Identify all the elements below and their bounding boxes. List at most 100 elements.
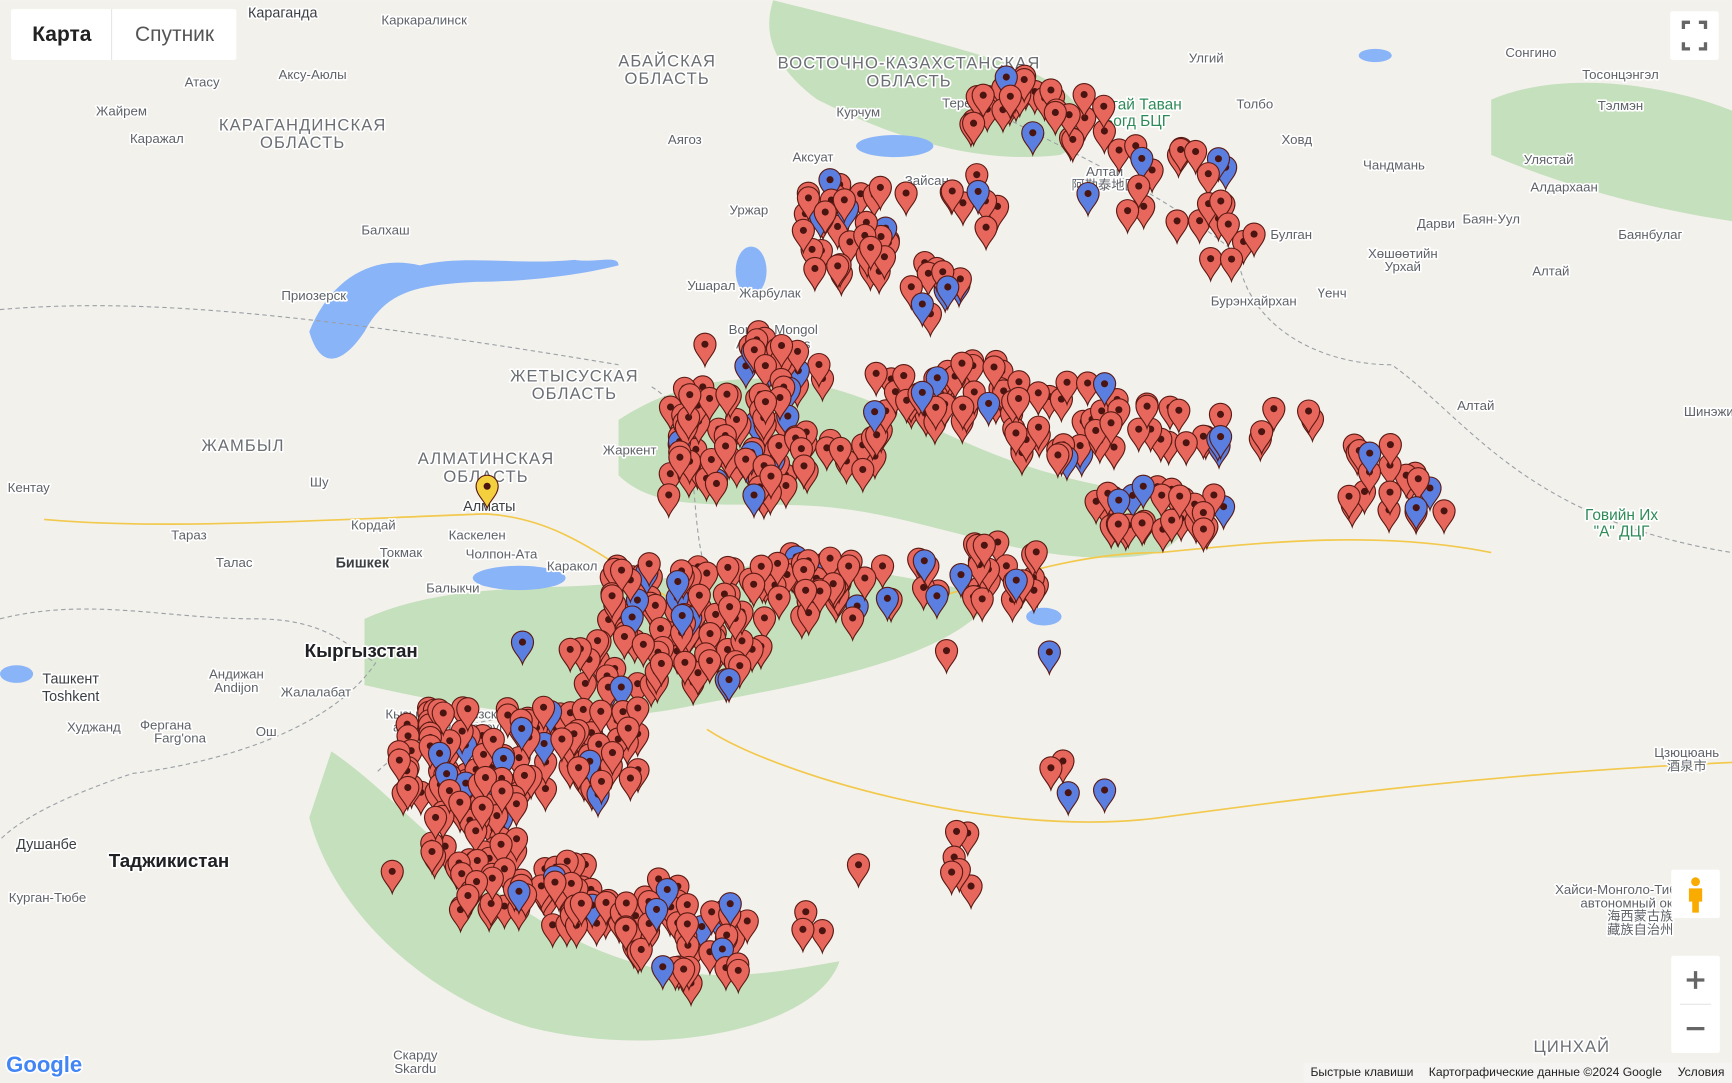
map-marker[interactable] [1135, 394, 1159, 431]
map-marker[interactable] [1043, 100, 1067, 137]
map-marker[interactable] [1055, 370, 1079, 407]
map-marker[interactable] [1037, 640, 1061, 677]
map-marker[interactable] [846, 853, 871, 889]
map-marker[interactable] [643, 593, 667, 630]
map-marker[interactable] [1046, 443, 1070, 479]
map-marker[interactable] [1262, 397, 1286, 433]
map-marker[interactable] [566, 756, 591, 792]
map-marker[interactable] [1184, 139, 1208, 176]
map-marker[interactable] [718, 892, 742, 928]
fullscreen-button[interactable] [1670, 11, 1719, 60]
pegman-button[interactable] [1671, 869, 1720, 919]
map-marker[interactable] [1404, 496, 1428, 532]
map-marker[interactable] [531, 695, 556, 732]
map-marker[interactable] [726, 958, 750, 995]
map-marker[interactable] [1099, 411, 1123, 447]
map-marker[interactable] [863, 400, 887, 436]
map-marker[interactable] [1165, 209, 1189, 246]
map-marker[interactable] [600, 741, 625, 777]
map-marker[interactable] [936, 275, 960, 312]
map-marker[interactable] [910, 292, 934, 329]
map-marker[interactable] [558, 637, 582, 674]
map-marker[interactable] [1092, 372, 1117, 408]
map-marker[interactable] [791, 917, 815, 954]
map-marker[interactable] [961, 111, 986, 148]
zoom-in[interactable] [1686, 971, 1705, 989]
map-marker[interactable] [1106, 512, 1130, 549]
map-marker[interactable] [1127, 417, 1151, 454]
map-marker[interactable] [1208, 425, 1233, 461]
map-marker[interactable] [853, 566, 877, 603]
map-marker[interactable] [949, 563, 973, 599]
map-marker[interactable] [803, 256, 827, 293]
map-marker[interactable] [1026, 381, 1050, 417]
map-marker[interactable] [470, 795, 494, 832]
map-marker[interactable] [672, 957, 696, 994]
map-marker[interactable] [1039, 756, 1063, 792]
map-marker[interactable] [631, 632, 655, 669]
map-marker[interactable] [841, 606, 865, 643]
map-marker[interactable] [550, 727, 574, 764]
map-marker[interactable] [959, 874, 983, 911]
map-marker[interactable] [966, 179, 990, 216]
map-marker[interactable] [589, 769, 614, 806]
map-marker[interactable] [673, 650, 697, 687]
map-marker[interactable] [892, 364, 916, 400]
map-marker[interactable] [666, 570, 690, 606]
map-marker[interactable] [971, 83, 995, 120]
map-marker[interactable] [704, 471, 729, 508]
map-marker[interactable] [448, 790, 472, 827]
map-marker[interactable] [668, 445, 692, 482]
map-marker[interactable] [998, 84, 1022, 121]
map-marker[interactable] [1075, 371, 1100, 408]
map-marker[interactable] [675, 893, 699, 929]
map-marker[interactable] [491, 746, 516, 783]
map-marker[interactable] [380, 859, 404, 896]
map-marker[interactable] [791, 218, 815, 255]
map-marker[interactable] [687, 583, 711, 620]
map-marker[interactable] [1127, 174, 1151, 211]
map-marker[interactable] [859, 235, 883, 272]
map-marker[interactable] [753, 390, 778, 426]
map-marker[interactable] [912, 549, 936, 585]
map-marker[interactable] [767, 585, 791, 622]
map-marker[interactable] [826, 254, 850, 291]
map-marker[interactable] [974, 215, 998, 252]
map-marker[interactable] [1115, 199, 1140, 235]
map-marker[interactable] [600, 584, 624, 620]
map-marker[interactable] [714, 434, 738, 471]
map-marker[interactable] [387, 748, 411, 785]
map-marker[interactable] [1216, 212, 1240, 249]
map-marker[interactable] [875, 586, 900, 623]
map-marker[interactable] [1432, 499, 1456, 535]
map-marker[interactable] [1004, 568, 1028, 605]
map-marker[interactable] [792, 454, 816, 491]
map-marker[interactable] [637, 552, 661, 588]
map-marker[interactable] [512, 763, 537, 800]
map-marker[interactable] [510, 716, 534, 753]
shortcuts-link[interactable]: Быстрые клавиши [1310, 1065, 1413, 1079]
map-marker[interactable] [490, 779, 514, 816]
map-marker[interactable] [934, 639, 959, 675]
map-marker[interactable] [894, 181, 918, 218]
map-marker[interactable] [475, 474, 499, 511]
terms-link[interactable]: Условия [1678, 1065, 1725, 1079]
map-marker[interactable] [1006, 386, 1031, 423]
satellite-button[interactable]: Спутник [135, 23, 215, 46]
map-marker[interactable] [818, 168, 842, 204]
map-marker[interactable] [864, 361, 888, 398]
map-marker[interactable] [924, 395, 948, 432]
map-marker[interactable] [456, 697, 480, 733]
map-marker[interactable] [1168, 484, 1192, 521]
map-button[interactable]: Карта [32, 23, 92, 46]
map-marker[interactable] [828, 436, 852, 473]
map-marker[interactable] [649, 651, 674, 688]
map-marker[interactable] [717, 595, 742, 631]
map-marker[interactable] [1208, 402, 1233, 439]
map-marker[interactable] [868, 175, 892, 212]
map-marker[interactable] [1024, 540, 1048, 576]
map-marker[interactable] [1250, 420, 1274, 456]
map-marker[interactable] [489, 832, 513, 869]
map-marker[interactable] [759, 464, 783, 501]
map-marker[interactable] [1130, 511, 1154, 548]
